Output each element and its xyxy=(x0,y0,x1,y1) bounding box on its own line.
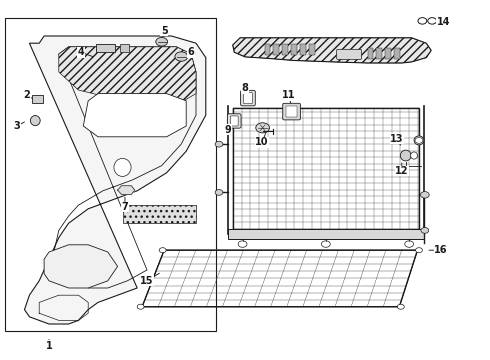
Circle shape xyxy=(420,192,429,198)
Text: 5: 5 xyxy=(161,26,168,36)
Circle shape xyxy=(415,138,423,143)
Bar xyxy=(5,18,216,331)
Ellipse shape xyxy=(428,18,437,24)
Text: 12: 12 xyxy=(395,166,409,176)
Text: 14: 14 xyxy=(437,17,450,27)
Bar xyxy=(394,48,400,59)
FancyBboxPatch shape xyxy=(241,90,255,106)
Text: 11: 11 xyxy=(282,90,296,100)
Bar xyxy=(376,48,382,59)
Bar xyxy=(291,44,297,55)
Text: 13: 13 xyxy=(390,134,404,144)
Polygon shape xyxy=(24,36,206,324)
Bar xyxy=(385,48,391,59)
Circle shape xyxy=(421,228,429,233)
FancyBboxPatch shape xyxy=(337,49,362,59)
Bar xyxy=(300,44,306,55)
Bar xyxy=(228,229,424,239)
Circle shape xyxy=(405,241,414,247)
Ellipse shape xyxy=(411,152,417,159)
Circle shape xyxy=(321,241,330,247)
Polygon shape xyxy=(44,245,118,288)
Text: 4: 4 xyxy=(77,47,84,57)
Bar xyxy=(32,95,43,103)
Bar xyxy=(273,44,279,55)
Text: 15: 15 xyxy=(140,276,154,286)
FancyBboxPatch shape xyxy=(230,116,238,126)
Bar xyxy=(96,44,115,52)
Bar xyxy=(286,106,297,117)
Text: 7: 7 xyxy=(122,202,128,212)
Polygon shape xyxy=(122,205,196,223)
Circle shape xyxy=(215,189,223,195)
Bar xyxy=(368,48,373,59)
Text: 3: 3 xyxy=(14,121,21,131)
Circle shape xyxy=(416,248,422,253)
Bar xyxy=(309,44,315,55)
Text: 8: 8 xyxy=(242,83,248,93)
Circle shape xyxy=(175,52,188,61)
Ellipse shape xyxy=(114,158,131,176)
FancyBboxPatch shape xyxy=(227,114,241,128)
Circle shape xyxy=(137,304,144,309)
Ellipse shape xyxy=(30,116,40,126)
Text: 9: 9 xyxy=(224,125,231,135)
Text: 10: 10 xyxy=(255,137,269,147)
Circle shape xyxy=(156,37,168,46)
Bar xyxy=(120,44,129,52)
Polygon shape xyxy=(83,94,186,137)
Polygon shape xyxy=(118,186,135,194)
Bar xyxy=(233,108,419,229)
Ellipse shape xyxy=(414,136,424,145)
Circle shape xyxy=(238,241,247,247)
Circle shape xyxy=(159,248,166,253)
FancyBboxPatch shape xyxy=(244,93,252,104)
Text: 6: 6 xyxy=(188,47,195,57)
Circle shape xyxy=(215,141,223,147)
Text: 16: 16 xyxy=(434,245,448,255)
Circle shape xyxy=(397,304,404,309)
Bar xyxy=(265,44,270,55)
Circle shape xyxy=(256,123,270,133)
Text: 2: 2 xyxy=(24,90,30,100)
Ellipse shape xyxy=(418,18,427,24)
Polygon shape xyxy=(233,38,431,63)
Ellipse shape xyxy=(400,150,411,161)
Bar xyxy=(282,44,288,55)
Text: 1: 1 xyxy=(46,341,52,351)
Polygon shape xyxy=(59,47,196,108)
FancyBboxPatch shape xyxy=(283,103,300,120)
